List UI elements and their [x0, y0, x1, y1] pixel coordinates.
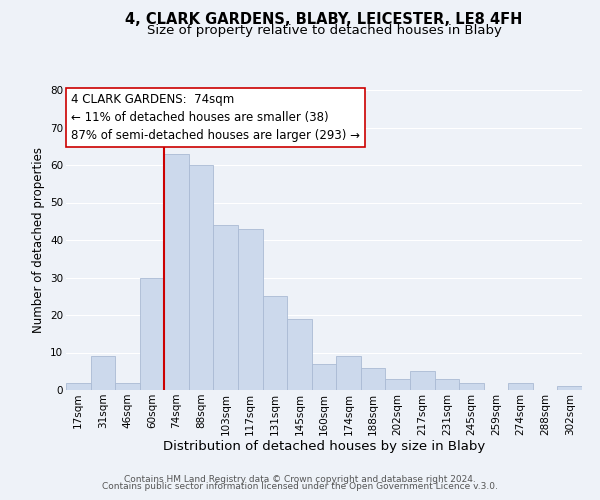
Bar — [410, 371, 434, 390]
Bar — [434, 379, 459, 390]
Bar — [557, 386, 582, 390]
Bar — [164, 154, 189, 390]
Bar — [287, 319, 312, 390]
Text: Size of property relative to detached houses in Blaby: Size of property relative to detached ho… — [146, 24, 502, 37]
Bar — [91, 356, 115, 390]
Bar — [508, 382, 533, 390]
Bar — [336, 356, 361, 390]
Text: 4 CLARK GARDENS:  74sqm
← 11% of detached houses are smaller (38)
87% of semi-de: 4 CLARK GARDENS: 74sqm ← 11% of detached… — [71, 93, 360, 142]
Bar — [214, 225, 238, 390]
Bar — [115, 382, 140, 390]
Bar — [66, 382, 91, 390]
Text: Contains HM Land Registry data © Crown copyright and database right 2024.: Contains HM Land Registry data © Crown c… — [124, 475, 476, 484]
Bar — [189, 165, 214, 390]
Bar — [385, 379, 410, 390]
Bar — [140, 278, 164, 390]
Bar — [238, 229, 263, 390]
Y-axis label: Number of detached properties: Number of detached properties — [32, 147, 44, 333]
Text: Contains public sector information licensed under the Open Government Licence v.: Contains public sector information licen… — [102, 482, 498, 491]
Text: 4, CLARK GARDENS, BLABY, LEICESTER, LE8 4FH: 4, CLARK GARDENS, BLABY, LEICESTER, LE8 … — [125, 12, 523, 28]
X-axis label: Distribution of detached houses by size in Blaby: Distribution of detached houses by size … — [163, 440, 485, 454]
Bar — [312, 364, 336, 390]
Bar — [361, 368, 385, 390]
Bar — [459, 382, 484, 390]
Bar — [263, 296, 287, 390]
